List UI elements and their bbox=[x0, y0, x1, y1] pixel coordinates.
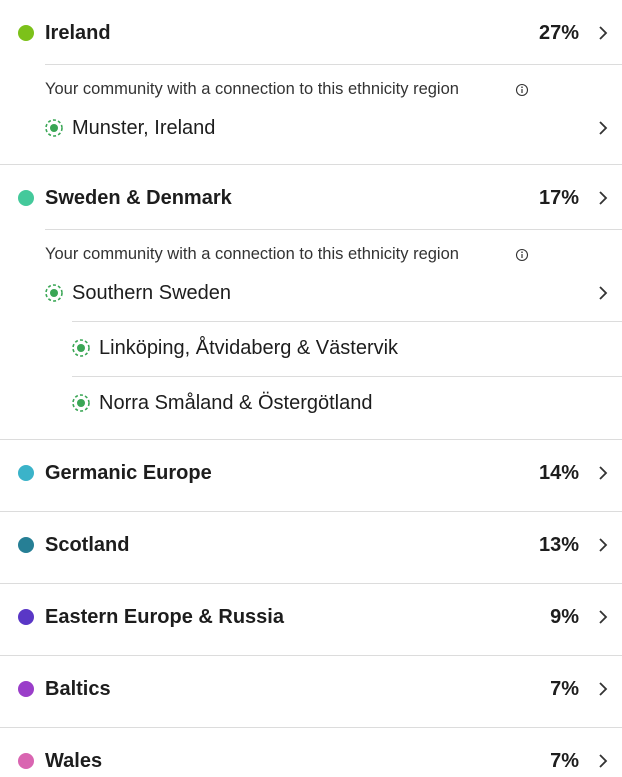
region-percent: 13% bbox=[538, 534, 579, 556]
place-name: Southern Sweden bbox=[72, 282, 232, 304]
region-name: Baltics bbox=[45, 678, 111, 700]
info-icon bbox=[515, 248, 529, 262]
region-percent: 7% bbox=[550, 750, 579, 772]
chevron bbox=[599, 538, 608, 552]
info-icon bbox=[515, 83, 529, 97]
chevron bbox=[599, 121, 608, 135]
region-percent: 9% bbox=[550, 606, 579, 628]
subplace-name: Norra Småland & Östergötland bbox=[99, 392, 373, 414]
chevron bbox=[599, 754, 608, 768]
chevron bbox=[599, 286, 608, 300]
region-percent: 7% bbox=[550, 678, 579, 700]
divider bbox=[0, 164, 622, 165]
chevron bbox=[599, 191, 608, 205]
color-dot bbox=[18, 609, 34, 625]
region-name: Wales bbox=[45, 750, 103, 772]
separator bbox=[72, 376, 622, 377]
color-dot bbox=[18, 190, 34, 206]
chevron bbox=[599, 26, 608, 40]
region-name: Eastern Europe & Russia bbox=[45, 606, 284, 628]
separator bbox=[72, 321, 622, 322]
region-name: Sweden & Denmark bbox=[45, 187, 232, 209]
color-dot bbox=[18, 753, 34, 769]
color-dot bbox=[18, 465, 34, 481]
community-icon bbox=[45, 119, 63, 137]
place-name: Munster, Ireland bbox=[72, 117, 216, 139]
region-name: Scotland bbox=[45, 534, 130, 556]
community-icon bbox=[72, 394, 90, 412]
region-percent: 17% bbox=[538, 187, 579, 209]
divider bbox=[0, 655, 622, 656]
community-icon bbox=[45, 284, 63, 302]
region-name: Ireland bbox=[45, 22, 111, 44]
region-percent: 14% bbox=[538, 462, 579, 484]
chevron bbox=[599, 466, 608, 480]
region-name: Germanic Europe bbox=[45, 462, 212, 484]
region-percent: 27% bbox=[538, 22, 579, 44]
color-dot bbox=[18, 681, 34, 697]
divider bbox=[0, 727, 622, 728]
community-icon bbox=[72, 339, 90, 357]
divider bbox=[0, 511, 622, 512]
community-note: Your community with a connection to this… bbox=[45, 244, 459, 263]
subplace-name: Linköping, Åtvidaberg & Västervik bbox=[99, 337, 399, 359]
divider bbox=[0, 583, 622, 584]
color-dot bbox=[18, 537, 34, 553]
community-note: Your community with a connection to this… bbox=[45, 79, 459, 98]
separator bbox=[45, 64, 622, 65]
color-dot bbox=[18, 25, 34, 41]
chevron bbox=[599, 682, 608, 696]
divider bbox=[0, 439, 622, 440]
chevron bbox=[599, 610, 608, 624]
separator bbox=[45, 229, 622, 230]
